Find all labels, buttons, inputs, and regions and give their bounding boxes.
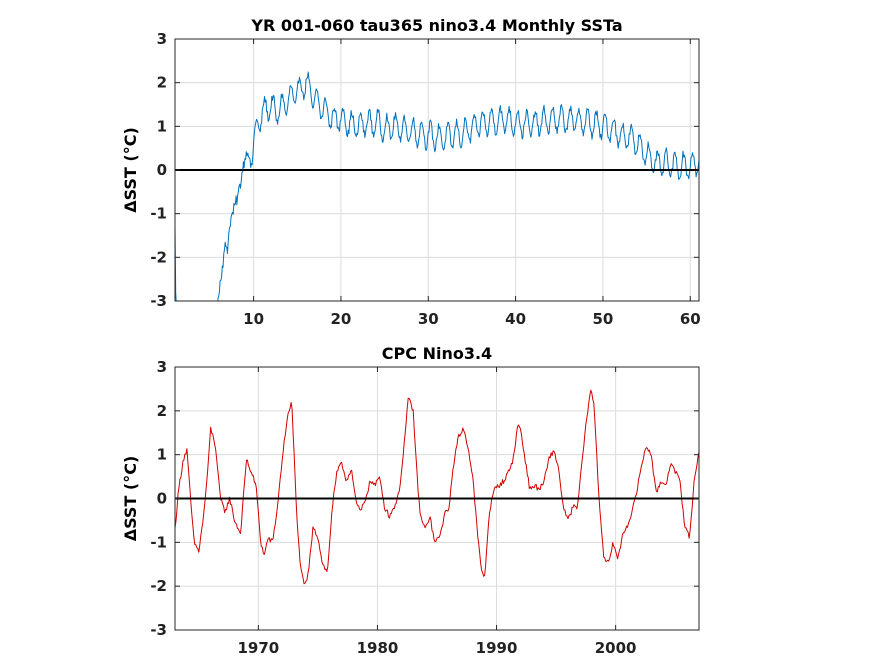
y-tick-label: 2	[157, 74, 167, 92]
x-tick-label: 20	[330, 310, 351, 328]
series-line	[175, 71, 699, 301]
x-tick-label: 1990	[476, 639, 518, 656]
y-tick-label: 3	[157, 358, 167, 376]
x-tick-label: 30	[418, 310, 439, 328]
y-tick-label: -1	[150, 205, 167, 223]
y-tick-label: -3	[150, 621, 167, 639]
y-axis-label-model: ΔSST (°C)	[121, 127, 140, 213]
x-tick-label: 40	[505, 310, 526, 328]
y-tick-label: -2	[150, 577, 167, 595]
y-tick-label: 2	[157, 402, 167, 420]
plot-lines-cpc	[175, 389, 699, 585]
y-tick-label: 0	[157, 161, 167, 179]
x-tick-label: 2000	[595, 639, 637, 656]
plot-lines-model	[175, 71, 699, 301]
x-ticks-cpc: 1970 1980 1990 2000	[237, 367, 637, 656]
axes-model: 10 20 30 40 50 60 -3 -2 -1 0 1 2 3 YR 001-060 tau36…	[121, 16, 701, 328]
x-ticks-model: 10 20 30 40 50 60	[243, 39, 701, 328]
chart-title-model: YR 001-060 tau365 nino3.4 Monthly SSTa	[250, 16, 622, 35]
x-tick-label: 1970	[237, 639, 279, 656]
x-tick-label: 10	[243, 310, 264, 328]
y-tick-label: 1	[157, 117, 167, 135]
y-tick-label: -2	[150, 248, 167, 266]
x-tick-label: 1980	[357, 639, 399, 656]
x-tick-label: 50	[592, 310, 613, 328]
y-tick-label: -3	[150, 292, 167, 310]
y-ticks-cpc: -3 -2 -1 0 1 2 3	[150, 358, 699, 639]
y-tick-label: -1	[150, 533, 167, 551]
y-ticks-model: -3 -2 -1 0 1 2 3	[150, 30, 699, 310]
y-tick-label: 3	[157, 30, 167, 48]
y-axis-label-cpc: ΔSST (°C)	[121, 456, 140, 542]
chart-title-cpc: CPC Nino3.4	[382, 344, 492, 363]
x-tick-label: 60	[680, 310, 701, 328]
y-tick-label: 0	[157, 490, 167, 508]
y-tick-label: 1	[157, 446, 167, 464]
series-line	[175, 389, 699, 585]
